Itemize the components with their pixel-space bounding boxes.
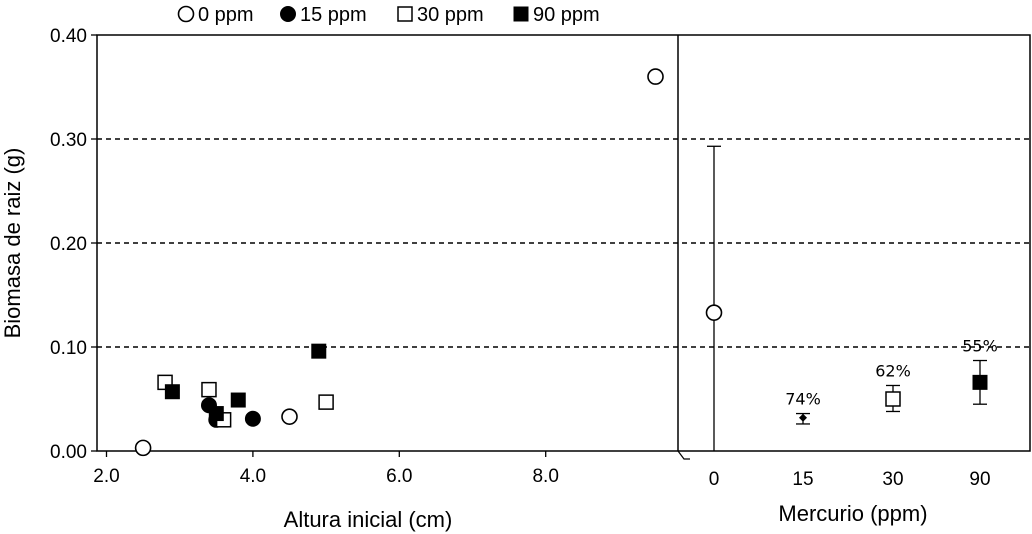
category-tick-label: 0 [709, 469, 720, 490]
axis-ticks: 0.00 0.10 0.20 0.30 0.40 2.0 4.0 6.0 8.0 0 15 30 90 [50, 26, 991, 490]
legend-label: 0 ppm [198, 4, 254, 26]
x-tick-label: 8.0 [532, 466, 558, 487]
legend-marker [397, 6, 413, 22]
legend-label: 30 ppm [417, 4, 484, 26]
summary-point [885, 391, 901, 407]
data-point [164, 384, 180, 400]
data-point [208, 406, 224, 422]
y-tick-label: 0.40 [50, 26, 87, 47]
axis-break [677, 450, 690, 460]
x-axis-title-right: Mercurio (ppm) [778, 501, 927, 526]
data-point [201, 381, 217, 398]
data-point [311, 343, 327, 359]
gridlines [97, 138, 1030, 348]
legend-item: 0 ppm [177, 4, 254, 26]
data-point [244, 410, 261, 427]
height-scatter-points [134, 68, 664, 457]
summary-point [799, 413, 807, 422]
data-point [318, 394, 334, 410]
data-point [230, 392, 246, 408]
y-tick-label: 0.00 [50, 442, 87, 463]
y-tick-label: 0.30 [50, 130, 87, 151]
legend-marker [280, 6, 296, 22]
data-point [647, 68, 664, 85]
legend-label: 90 ppm [533, 4, 600, 26]
legend-marker [513, 6, 529, 22]
summary-point [705, 304, 723, 321]
x-axis-title-left: Altura inicial (cm) [284, 507, 453, 532]
percent-label: 74% [785, 390, 821, 409]
legend-label: 15 ppm [300, 4, 367, 26]
legend-item: 15 ppm [280, 4, 367, 26]
x-tick-label: 4.0 [240, 466, 266, 487]
y-tick-label: 0.20 [50, 234, 87, 255]
legend-item: 30 ppm [397, 4, 484, 26]
category-tick-label: 90 [969, 469, 990, 490]
data-point [134, 439, 152, 457]
data-point [281, 408, 298, 425]
legend-item: 90 ppm [513, 4, 600, 26]
legend-marker [177, 5, 195, 23]
y-axis-title: Biomasa de raiz (g) [0, 148, 25, 339]
category-tick-label: 30 [882, 469, 903, 490]
mercury-summary-points: 74% 62% 55% [705, 145, 998, 451]
x-tick-label: 6.0 [386, 466, 412, 487]
category-tick-label: 15 [792, 469, 813, 490]
legend: 0 ppm 15 ppm 30 ppm 90 ppm [177, 4, 600, 26]
summary-point [972, 374, 988, 390]
x-tick-label: 2.0 [93, 466, 119, 487]
percent-label: 55% [962, 337, 998, 356]
y-tick-label: 0.10 [50, 338, 87, 359]
percent-label: 62% [875, 361, 911, 380]
